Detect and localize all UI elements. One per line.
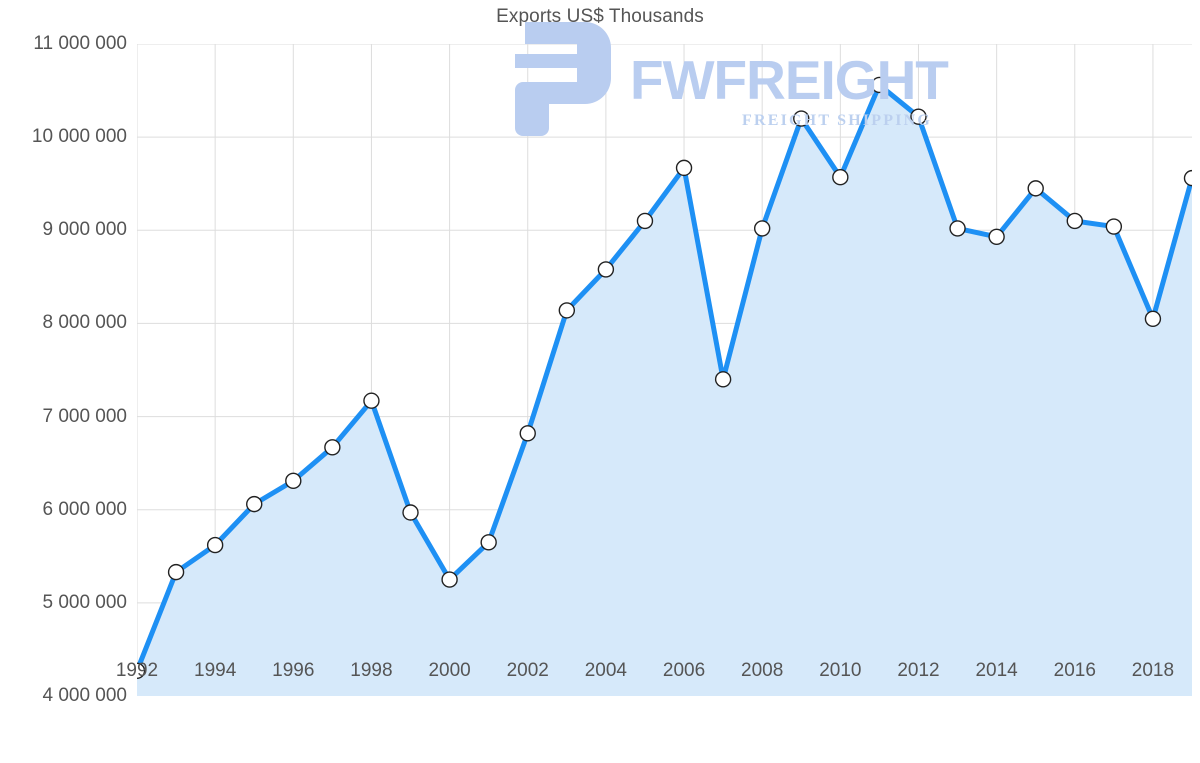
- chart-title: Exports US$ Thousands: [496, 6, 704, 27]
- data-line: [137, 82, 1192, 674]
- data-point-marker[interactable]: [597, 261, 615, 278]
- y-axis-tick-label: 7 000 000: [42, 405, 127, 427]
- x-axis-tick-label: 2012: [897, 660, 940, 681]
- data-point-marker[interactable]: [363, 392, 380, 409]
- data-point-marker[interactable]: [206, 536, 224, 554]
- data-point-marker[interactable]: [1183, 169, 1193, 187]
- data-point-marker[interactable]: [167, 563, 185, 581]
- data-point-marker[interactable]: [675, 159, 693, 177]
- data-point-marker[interactable]: [137, 662, 146, 680]
- x-axis-tick-label: 2016: [1053, 660, 1096, 681]
- x-axis-tick-label: 1996: [272, 660, 315, 681]
- data-point-marker[interactable]: [558, 302, 576, 319]
- y-axis-tick-label: 5 000 000: [42, 591, 127, 613]
- x-axis-tick-label: 2018: [1131, 660, 1175, 681]
- data-point-marker[interactable]: [832, 168, 849, 186]
- y-axis-tick-label: 4 000 000: [42, 685, 127, 706]
- x-axis-tick-label: 2014: [975, 660, 1018, 681]
- x-axis-tick-label: 2002: [506, 660, 549, 681]
- area-fill: [137, 84, 1192, 696]
- data-point-marker[interactable]: [1066, 212, 1083, 230]
- y-axis-tick-label: 6 000 000: [42, 498, 127, 520]
- y-axis-tick-label: 11 000 000: [33, 33, 127, 54]
- x-axis-tick-label: 1998: [350, 660, 393, 681]
- data-point-marker[interactable]: [910, 108, 927, 125]
- data-point-marker[interactable]: [1027, 180, 1044, 197]
- x-axis-tick-label: 2010: [819, 660, 862, 681]
- data-point-marker[interactable]: [441, 571, 458, 588]
- y-axis-tick-label: 8 000 000: [42, 312, 127, 334]
- plot-area: [137, 44, 1192, 696]
- x-axis-tick-label: 1992: [115, 660, 159, 681]
- x-axis-tick-label: 2000: [428, 660, 471, 681]
- data-point-marker[interactable]: [480, 534, 497, 551]
- x-axis-tick-label: 2006: [662, 660, 706, 681]
- data-point-marker[interactable]: [793, 110, 810, 127]
- y-axis-tick-label: 9 000 000: [42, 219, 127, 241]
- x-axis-tick-label: 1994: [194, 660, 237, 681]
- data-point-marker[interactable]: [519, 425, 536, 442]
- data-point-marker[interactable]: [636, 212, 654, 230]
- data-point-marker[interactable]: [753, 220, 771, 237]
- data-point-marker[interactable]: [402, 504, 419, 521]
- data-point-marker[interactable]: [285, 472, 302, 490]
- data-point-marker[interactable]: [949, 220, 966, 237]
- data-point-marker[interactable]: [714, 371, 732, 388]
- data-point-marker[interactable]: [871, 76, 888, 94]
- data-point-marker[interactable]: [1144, 310, 1162, 327]
- y-axis-tick-label: 10 000 000: [31, 126, 127, 148]
- x-axis-tick-label: 2008: [741, 660, 784, 681]
- data-point-marker[interactable]: [246, 495, 263, 513]
- data-point-marker[interactable]: [1105, 218, 1123, 235]
- data-point-marker[interactable]: [988, 228, 1005, 246]
- data-point-marker[interactable]: [324, 439, 341, 456]
- chart-svg: [137, 44, 1192, 696]
- x-axis-tick-label: 2004: [584, 660, 628, 681]
